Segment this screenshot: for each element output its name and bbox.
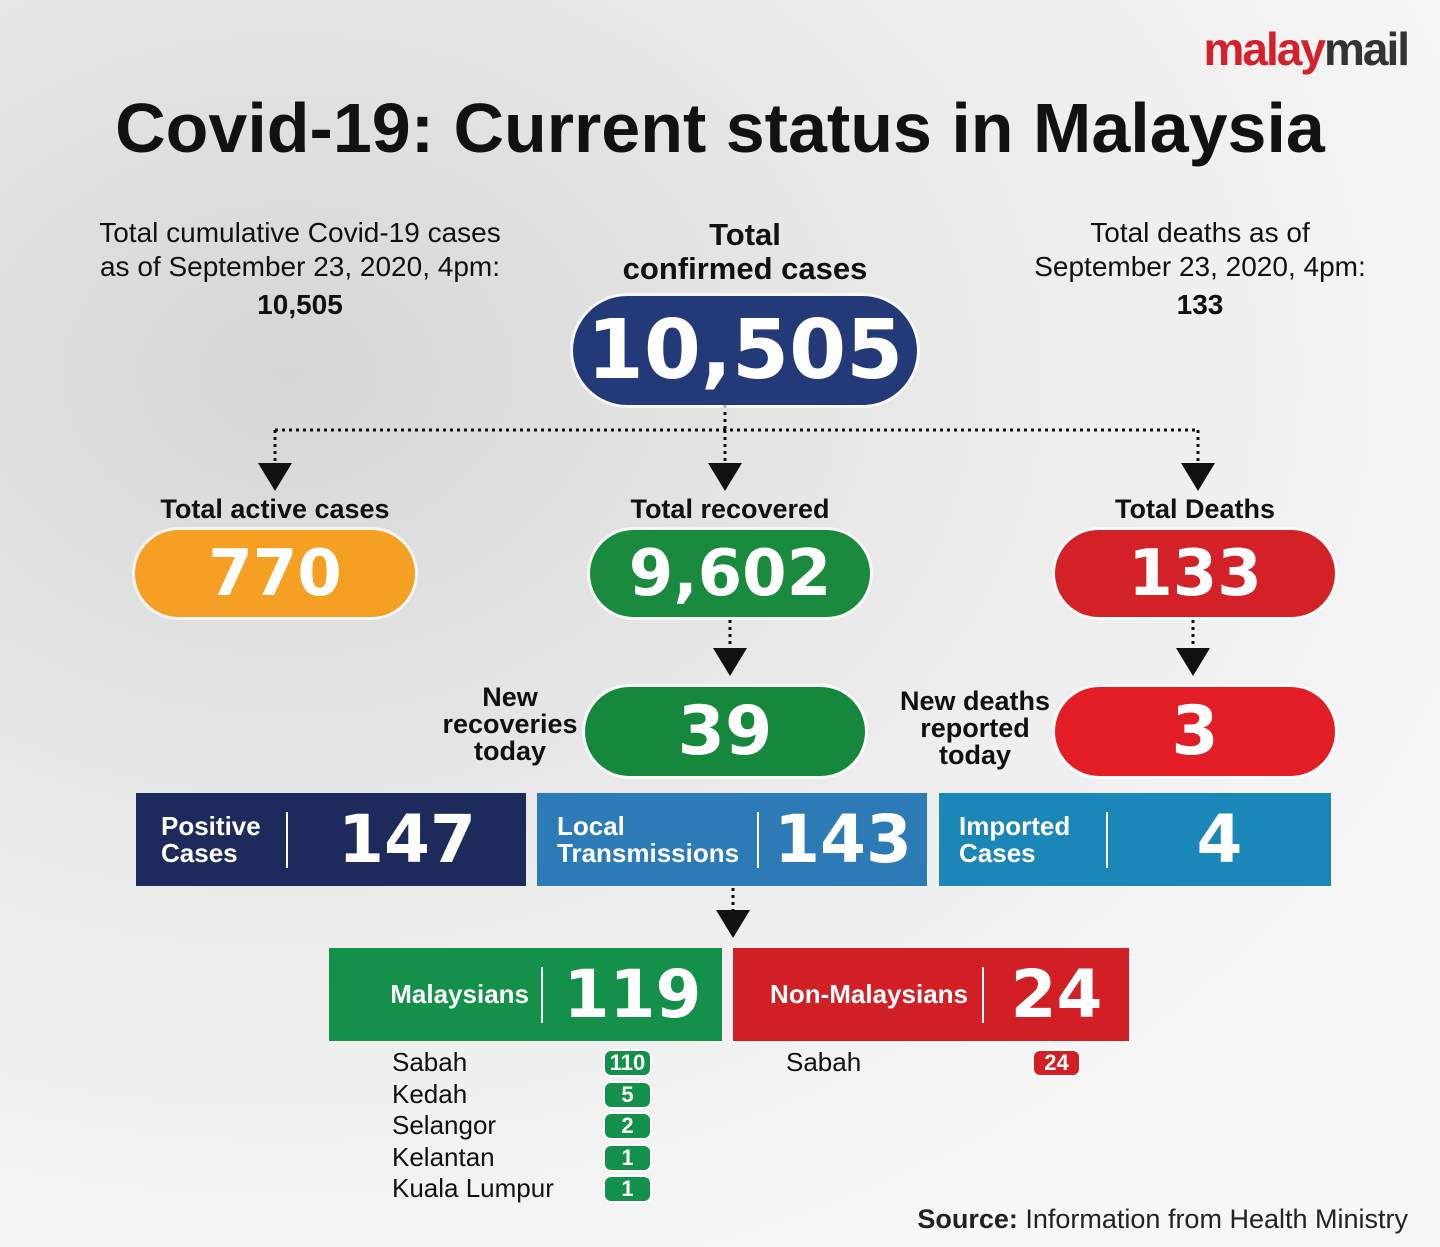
value: 10,505 bbox=[257, 289, 343, 320]
text: today bbox=[938, 740, 1011, 770]
non-malaysians-value: 24 bbox=[1010, 956, 1103, 1033]
value: 133 bbox=[1176, 289, 1224, 320]
text: reported bbox=[920, 713, 1030, 743]
text: Cases bbox=[959, 837, 1036, 868]
text: Positive bbox=[161, 810, 261, 841]
source-label: Source: bbox=[917, 1204, 1018, 1234]
active-value: 770 bbox=[135, 530, 415, 617]
source: Source: Information from Health Ministry bbox=[917, 1204, 1408, 1235]
text: confirmed cases bbox=[622, 251, 868, 286]
positive-bar: Positive Cases 147 bbox=[136, 793, 526, 886]
local-value: 143 bbox=[774, 801, 912, 878]
positive-label: Positive Cases bbox=[161, 810, 286, 868]
malaysians-value: 119 bbox=[563, 956, 702, 1033]
separator bbox=[757, 811, 759, 868]
malaysians-label: Malaysians bbox=[390, 979, 529, 1009]
malaysians-bar: Malaysians 119 bbox=[329, 948, 722, 1041]
text: September 23, 2020, 4pm: bbox=[1034, 251, 1366, 282]
text: today bbox=[473, 736, 546, 766]
confirmed-value: 10,505 bbox=[573, 296, 917, 405]
title: Covid-19: Current status in Malaysia bbox=[115, 89, 1325, 167]
cumulative: Total cumulative Covid-19 cases as of Se… bbox=[60, 216, 540, 322]
local-bar: Local Transmissions 143 bbox=[537, 793, 927, 886]
text: Cases bbox=[161, 837, 238, 868]
local-label: Local Transmissions bbox=[557, 810, 757, 868]
imported-label: Imported Cases bbox=[959, 810, 1106, 868]
state-count: 110 bbox=[605, 1051, 650, 1075]
non-malaysians-label: Non-Malaysians bbox=[770, 979, 968, 1009]
imported-bar: Imported Cases 4 bbox=[939, 793, 1331, 886]
logo-part: malay bbox=[1203, 23, 1326, 75]
logo-part: mail bbox=[1323, 23, 1410, 75]
text: Total cumulative Covid-19 cases bbox=[99, 217, 501, 248]
new-recoveries-label: New recoveries today bbox=[430, 684, 590, 765]
deaths-label: Total Deaths bbox=[1114, 494, 1276, 524]
positive-value: 147 bbox=[338, 801, 476, 878]
state-count: 5 bbox=[605, 1082, 650, 1107]
imported-value: 4 bbox=[1196, 801, 1243, 878]
state-count: 1 bbox=[605, 1145, 650, 1170]
new-deaths-value: 3 bbox=[1055, 687, 1335, 776]
logo: malaymail bbox=[1203, 22, 1410, 76]
text: New deaths bbox=[899, 686, 1051, 716]
text: as of September 23, 2020, 4pm: bbox=[99, 251, 501, 282]
active-label: Total active cases bbox=[160, 494, 390, 524]
deaths-value: 133 bbox=[1055, 530, 1335, 617]
text: recoveries bbox=[442, 709, 578, 739]
text: Total bbox=[709, 217, 781, 252]
state-name: Sabah bbox=[786, 1047, 862, 1077]
state-count: 1 bbox=[605, 1177, 650, 1201]
state-count: 24 bbox=[1034, 1051, 1079, 1075]
separator bbox=[541, 966, 543, 1023]
state-name: Sabah bbox=[392, 1047, 468, 1077]
state-name: Kelantan bbox=[392, 1141, 495, 1172]
separator bbox=[1106, 811, 1108, 868]
state-name: Kedah bbox=[392, 1078, 468, 1109]
text: Transmissions bbox=[557, 837, 740, 868]
text: Total deaths as of bbox=[1090, 217, 1310, 248]
non-malaysians-bar: Non-Malaysians 24 bbox=[733, 948, 1129, 1041]
source-text: Information from Health Ministry bbox=[1025, 1204, 1408, 1234]
recovered-value: 9,602 bbox=[590, 530, 870, 617]
text: Imported bbox=[959, 810, 1071, 841]
state-count: 2 bbox=[605, 1114, 650, 1138]
text: New bbox=[482, 682, 538, 712]
text: Local bbox=[557, 810, 625, 841]
new-deaths-label: New deaths reported today bbox=[890, 688, 1060, 769]
separator bbox=[982, 966, 984, 1023]
confirmed-label: Total confirmed cases bbox=[560, 218, 930, 286]
new-recoveries-value: 39 bbox=[585, 687, 865, 776]
deaths-as-of: Total deaths as of September 23, 2020, 4… bbox=[960, 216, 1440, 322]
recovered-label: Total recovered bbox=[630, 494, 830, 524]
state-name: Kuala Lumpur bbox=[392, 1173, 554, 1203]
separator bbox=[286, 811, 288, 868]
state-name: Selangor bbox=[392, 1110, 497, 1140]
